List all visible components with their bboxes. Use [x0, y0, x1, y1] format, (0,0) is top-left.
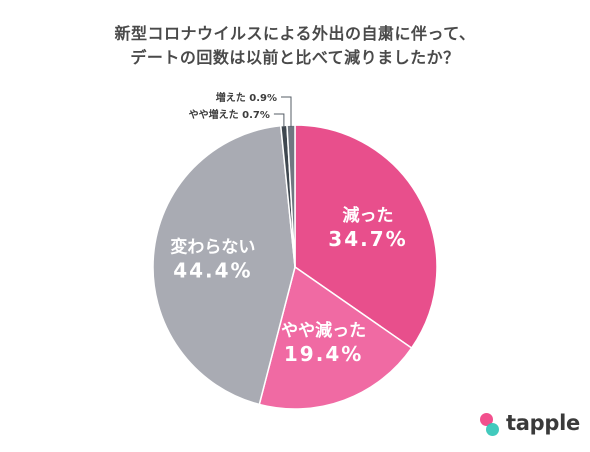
callout-line-4 [273, 113, 285, 128]
pie-callouts: やや増えた 0.7% 増えた 0.9% [189, 91, 292, 128]
slice-value-2: 19.4% [284, 342, 363, 366]
pie-slice-1 [294, 124, 438, 350]
logo-dot-pink [480, 413, 493, 426]
pie-slices [152, 124, 438, 410]
callout-line-5 [281, 96, 292, 128]
chart-title: 新型コロナウイルスによる外出の自粛に伴って、 デートの回数は以前と比べて減りまし… [0, 22, 590, 70]
pie-slice-3 [152, 124, 296, 406]
callout-label-4: やや増えた 0.7% [189, 108, 270, 121]
logo-dot-teal [486, 423, 499, 436]
slice-value-1: 34.7% [328, 227, 407, 251]
title-line-2: デートの回数は以前と比べて減りましたか？ [130, 48, 460, 67]
slice-label-2: やや減った [281, 320, 366, 341]
slice-value-3: 44.4% [173, 259, 252, 283]
slice-label-3: 変わらない [170, 237, 255, 258]
tapple-logo: tapple [472, 410, 584, 444]
callout-label-5: 増えた 0.9% [216, 91, 277, 104]
pie-slice-2 [258, 265, 413, 410]
slice-label-1: 減った [343, 205, 394, 226]
title-line-1: 新型コロナウイルスによる外出の自粛に伴って、 [114, 24, 476, 43]
logo-wordmark: tapple [506, 411, 580, 435]
